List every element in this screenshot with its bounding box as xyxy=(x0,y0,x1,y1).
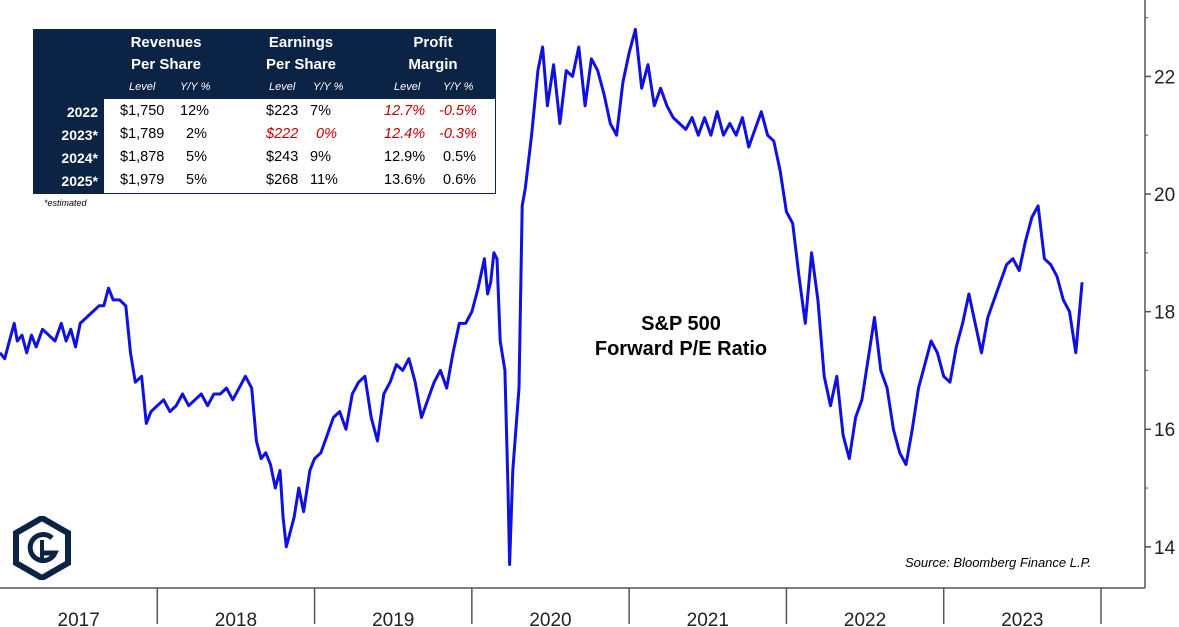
y-tick-label: 18 xyxy=(1154,303,1175,324)
revenues-level-subheader: Level xyxy=(129,81,156,93)
x-tick-label: 2017 xyxy=(58,610,100,627)
row-year: 2022 xyxy=(66,104,98,120)
y-tick-label: 16 xyxy=(1154,420,1175,441)
source-note: Source: Bloomberg Finance L.P. xyxy=(905,555,1092,570)
revenues-yoy-subheader: Y/Y % xyxy=(180,81,211,93)
earnings-level-subheader: Level xyxy=(269,81,296,93)
hexagon-logo-icon xyxy=(13,516,71,580)
cell: $268 xyxy=(266,172,299,188)
estimated-footnote: *estimated xyxy=(44,198,87,208)
cell: $1,750 xyxy=(120,103,165,119)
cell: $243 xyxy=(266,149,299,165)
cell: $223 xyxy=(266,103,299,119)
table-year-column xyxy=(34,99,104,193)
x-tick-label: 2023 xyxy=(1001,610,1043,627)
margin-yoy-subheader: Y/Y % xyxy=(443,81,474,93)
cell: -0.3% xyxy=(439,126,477,142)
cell: 2% xyxy=(186,126,207,142)
fundamentals-table: Revenues Per Share Earnings Per Share Prof… xyxy=(33,29,496,194)
cell: 12.9% xyxy=(384,149,426,165)
cell: 0% xyxy=(316,126,337,142)
cell: 13.6% xyxy=(384,172,426,188)
pe-ratio-series-line xyxy=(0,27,1084,566)
cell: 0.6% xyxy=(443,172,477,188)
cell: 5% xyxy=(186,172,207,188)
margin-level-subheader: Level xyxy=(394,81,421,93)
x-axis-labels: 2017 2018 2019 2020 2021 2022 2023 xyxy=(58,610,1044,627)
revenues-header: Revenues Per Share xyxy=(130,34,202,73)
cell: 12.4% xyxy=(384,126,426,142)
row-year: 2025* xyxy=(61,173,98,189)
table-header-band xyxy=(34,30,495,99)
cell: $1,878 xyxy=(120,149,165,165)
profit-margin-header: Profit Margin xyxy=(408,34,458,73)
cell: 12% xyxy=(180,103,210,119)
earnings-yoy-subheader: Y/Y % xyxy=(313,81,344,93)
cell: $1,789 xyxy=(120,126,165,142)
y-tick-label: 22 xyxy=(1154,67,1175,88)
x-tick-label: 2020 xyxy=(529,610,571,627)
earnings-header: Earnings Per Share xyxy=(265,34,337,73)
cell: -0.5% xyxy=(439,103,477,119)
y-axis-labels: 14 16 18 20 22 xyxy=(1154,67,1176,558)
x-tick-label: 2019 xyxy=(372,610,414,627)
cell: 7% xyxy=(310,103,331,119)
cell: $222 xyxy=(266,126,299,142)
row-year: 2023* xyxy=(61,127,98,143)
chart-subtitle: Forward P/E Ratio xyxy=(594,338,768,360)
cell: 9% xyxy=(310,149,331,165)
cell: $1,979 xyxy=(120,172,165,188)
cell: 11% xyxy=(310,172,338,188)
chart-title-block: S&P 500 Forward P/E Ratio xyxy=(556,312,806,362)
row-year: 2024* xyxy=(61,150,98,166)
y-tick-label: 20 xyxy=(1154,185,1175,206)
x-tick-label: 2018 xyxy=(215,610,257,627)
y-tick-label: 14 xyxy=(1154,538,1176,559)
cell: 0.5% xyxy=(443,149,477,165)
cell: 5% xyxy=(186,149,207,165)
chart-title: S&P 500 xyxy=(641,313,721,335)
x-tick-label: 2022 xyxy=(844,610,886,627)
cell: 12.7% xyxy=(384,103,426,119)
chart-axes xyxy=(0,0,1151,624)
x-tick-label: 2021 xyxy=(687,610,729,627)
